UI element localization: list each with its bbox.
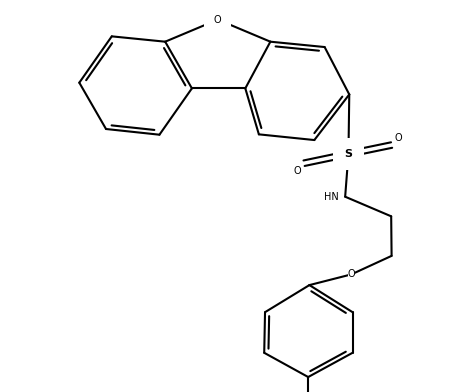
Text: O: O — [293, 166, 300, 176]
Text: O: O — [213, 15, 221, 25]
Text: S: S — [344, 149, 352, 159]
Text: O: O — [347, 269, 354, 279]
Text: HN: HN — [324, 192, 338, 202]
Text: O: O — [394, 133, 401, 143]
